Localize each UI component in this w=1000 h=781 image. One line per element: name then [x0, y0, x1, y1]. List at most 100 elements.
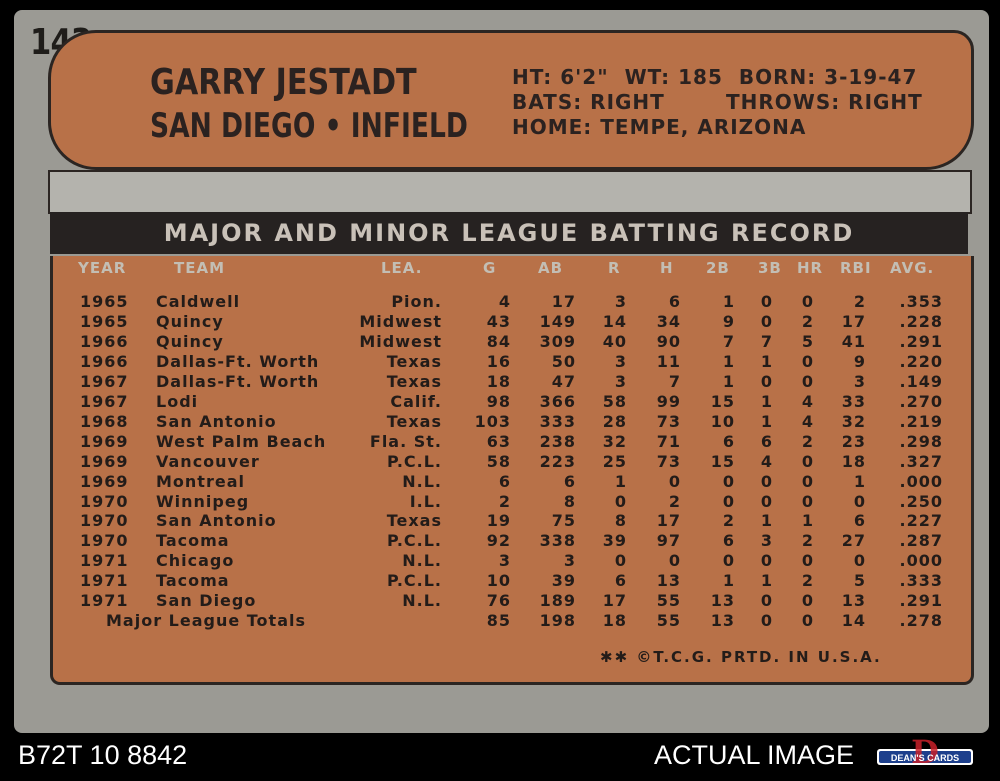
- cell-rbi: 33: [841, 391, 866, 411]
- cell-rbi: 27: [841, 531, 866, 551]
- cell-triples: 1: [760, 511, 773, 531]
- cell-average: .227: [899, 511, 943, 531]
- cell-rbi: 9: [853, 351, 866, 371]
- cell-runs: 25: [602, 451, 627, 471]
- cell-home-runs: 0: [801, 371, 814, 391]
- col-runs: R: [608, 259, 621, 277]
- cell-team: San Antonio: [156, 411, 277, 431]
- table-row: 1965 Caldwell Pion. 4 17 3 6 1 0 0 2 .353: [0, 292, 1000, 312]
- col-rbi: RBI: [840, 259, 872, 277]
- table-row: 1970 Tacoma P.C.L. 92 338 39 97 6 3 2 27 .287: [0, 531, 1000, 551]
- cell-average: .327: [899, 451, 943, 471]
- cell-doubles: 1: [722, 292, 735, 311]
- cell-games: 16: [486, 351, 511, 371]
- cell-league: N.L.: [402, 591, 442, 611]
- cell-games: 92: [486, 531, 511, 551]
- deans-cards-logo: D DEAN'S CARDS: [877, 739, 973, 771]
- player-name: GARRY JESTADT: [150, 62, 417, 103]
- cell-home-runs: 2: [801, 531, 814, 551]
- cell-home-runs: 2: [801, 431, 814, 451]
- cell-rbi: 13: [841, 591, 866, 611]
- cell-triples: 0: [760, 292, 773, 311]
- cell-year: 1969: [80, 471, 129, 491]
- cell-triples: 0: [760, 311, 773, 331]
- cell-league: Texas: [386, 411, 442, 431]
- cell-triples: 0: [760, 551, 773, 571]
- cell-year: 1970: [80, 531, 129, 551]
- table-row: 1971 San Diego N.L. 76 189 17 55 13 0 0 13 .291: [0, 591, 1000, 611]
- table-row: 1966 Quincy Midwest 84 309 40 90 7 7 5 41 .291: [0, 332, 1000, 352]
- cell-average: .270: [899, 391, 943, 411]
- cell-year: 1967: [80, 391, 129, 411]
- cell-doubles: 1: [722, 371, 735, 391]
- table-row: 1970 San Antonio Texas 19 75 8 17 2 1 1 6 .227: [0, 511, 1000, 531]
- cell-runs: 0: [614, 551, 627, 571]
- throws: THROWS: RIGHT: [725, 90, 923, 114]
- cell-home-runs: 0: [801, 351, 814, 371]
- cell-home-runs: 1: [801, 511, 814, 531]
- cell-rbi: 2: [853, 292, 866, 311]
- cell-hits: 11: [656, 351, 681, 371]
- cell-league: Texas: [386, 371, 442, 391]
- cell-at-bats: 47: [551, 371, 576, 391]
- cell-games: 18: [486, 371, 511, 391]
- cell-triples: 0: [760, 591, 773, 611]
- cell-league: N.L.: [402, 551, 442, 571]
- cell-home-runs: 4: [801, 391, 814, 411]
- cell-rbi: 3: [853, 371, 866, 391]
- cell-hits: 99: [656, 391, 681, 411]
- cell-year: 1969: [80, 451, 129, 471]
- cell-runs: 40: [602, 331, 627, 351]
- weight: WT: 185: [624, 65, 723, 89]
- cell-league: Pion.: [391, 292, 442, 311]
- cell-hits: 13: [656, 571, 681, 591]
- cell-hits: 7: [668, 371, 681, 391]
- cell-team: Quincy: [156, 311, 224, 331]
- cell-average: .000: [899, 471, 943, 491]
- cell-hits: 0: [668, 551, 681, 571]
- cell-triples: 1: [760, 351, 773, 371]
- cell-runs: 3: [614, 351, 627, 371]
- cell-year: 1971: [80, 591, 129, 611]
- cell-at-bats: 50: [551, 351, 576, 371]
- cell-average: .250: [899, 491, 943, 511]
- col-year: YEAR: [78, 259, 127, 277]
- cell-triples: 1: [760, 571, 773, 591]
- cell-rbi: 23: [841, 431, 866, 451]
- cell-year: 1965: [80, 311, 129, 331]
- cell-year: 1968: [80, 411, 129, 431]
- cell-doubles: 15: [710, 451, 735, 471]
- cell-home-runs: 0: [801, 551, 814, 571]
- stats-banner: MAJOR AND MINOR LEAGUE BATTING RECORD: [50, 212, 968, 254]
- cell-hits: 6: [668, 292, 681, 311]
- table-row: 1970 Winnipeg I.L. 2 8 0 2 0 0 0 0 .250: [0, 492, 1000, 512]
- cell-average: .000: [899, 551, 943, 571]
- stats-table-panel: [50, 256, 974, 685]
- cell-at-bats: 149: [539, 311, 576, 331]
- cell-triples: 7: [760, 331, 773, 351]
- cell-year: 1966: [80, 331, 129, 351]
- cell-at-bats: 17: [551, 292, 576, 311]
- player-bio: HT: 6'2" WT: 185 BORN: 3-19-47 BATS: RIG…: [512, 65, 923, 140]
- cell-league: P.C.L.: [387, 531, 442, 551]
- cell-hits: 17: [656, 511, 681, 531]
- cell-average: .149: [899, 371, 943, 391]
- cell-average: .287: [899, 531, 943, 551]
- cell-league: Midwest: [359, 331, 442, 351]
- cell-average: .291: [899, 591, 943, 611]
- cell-triples: 1: [760, 391, 773, 411]
- cell-hits: 0: [668, 471, 681, 491]
- cell-doubles: 2: [722, 511, 735, 531]
- cell-home-runs: 0: [801, 491, 814, 511]
- col-at-bats: AB: [538, 259, 564, 277]
- cell-doubles: 1: [722, 571, 735, 591]
- cell-year: 1965: [80, 292, 129, 311]
- cell-games: 4: [498, 292, 511, 311]
- table-row: 1969 Montreal N.L. 6 6 1 0 0 0 0 1 .000: [0, 472, 1000, 492]
- cell-home-runs: 5: [801, 331, 814, 351]
- cell-hits: 71: [656, 431, 681, 451]
- cell-home-runs: 0: [801, 292, 814, 311]
- cell-league: P.C.L.: [387, 451, 442, 471]
- cell-year: 1967: [80, 371, 129, 391]
- cell-doubles: 15: [710, 391, 735, 411]
